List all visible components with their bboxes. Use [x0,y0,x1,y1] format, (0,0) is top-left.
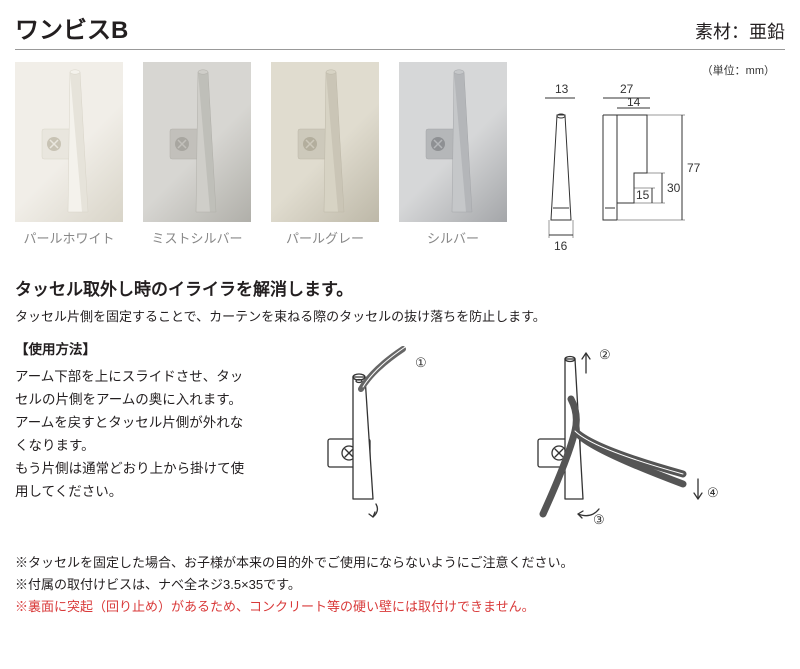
top-row: パールホワイト ミストシルバー パー [15,62,785,255]
swatch-label: パールグレー [286,228,364,247]
material-label: 素材：亜鉛 [695,18,785,44]
swatch-image [271,62,379,222]
hook-icon [418,67,488,217]
swatch-1: ミストシルバー [143,62,251,247]
usage-diagram: ① [273,339,785,534]
dim-13: 13 [555,82,569,96]
dim-16: 16 [554,239,568,253]
hook-icon [34,67,104,217]
usage-body: アーム下部を上にスライドさせ、タッセルの片側をアームの奥に入れます。 アームを戻… [15,366,255,504]
color-swatches: パールホワイト ミストシルバー パー [15,62,507,247]
dimension-unit: （単位：mm） [702,62,775,78]
subtext: タッセル片側を固定することで、カーテンを束ねる際のタッセルの抜け落ちを防止します… [15,306,785,325]
swatch-3: シルバー [399,62,507,247]
dim-30: 30 [667,181,681,195]
header: ワンビスB 素材：亜鉛 [15,10,785,50]
usage-row: 【使用方法】 アーム下部を上にスライドさせ、タッセルの片側をアームの奥に入れます… [15,339,785,534]
swatch-image [143,62,251,222]
hook-icon [162,67,232,217]
product-title: ワンビスB [15,10,128,45]
note-3: ※裏面に突起（回り止め）があるため、コンクリート等の硬い壁には取付けできません。 [15,596,785,618]
swatch-image [399,62,507,222]
dim-15: 15 [636,188,650,202]
notes: ※タッセルを固定した場合、お子様が本来の目的外でご使用にならないようにご注意くだ… [15,552,785,618]
swatch-label: ミストシルバー [151,228,242,247]
dim-77: 77 [687,161,701,175]
dim-14: 14 [627,95,641,109]
dimension-drawing-icon: 13 27 14 77 30 15 16 [527,80,727,255]
dim-27: 27 [620,82,634,96]
swatch-2: パールグレー [271,62,379,247]
step-3: ③ [593,512,605,527]
step-2: ② [599,347,611,362]
step-1: ① [415,355,427,370]
usage-title: 【使用方法】 [15,339,255,362]
swatch-0: パールホワイト [15,62,123,247]
swatch-label: シルバー [427,228,479,247]
dimension-block: （単位：mm） [517,62,785,255]
step-4: ④ [707,485,719,500]
note-1: ※タッセルを固定した場合、お子様が本来の目的外でご使用にならないようにご注意くだ… [15,552,785,574]
usage-illustration-icon: ① [273,339,753,529]
note-2: ※付属の取付けビスは、ナベ全ネジ3.5×35です。 [15,574,785,596]
hook-icon [290,67,360,217]
headline: タッセル取外し時のイライラを解消します。 [15,275,785,300]
usage-text: 【使用方法】 アーム下部を上にスライドさせ、タッセルの片側をアームの奥に入れます… [15,339,255,504]
swatch-label: パールホワイト [23,228,114,247]
swatch-image [15,62,123,222]
